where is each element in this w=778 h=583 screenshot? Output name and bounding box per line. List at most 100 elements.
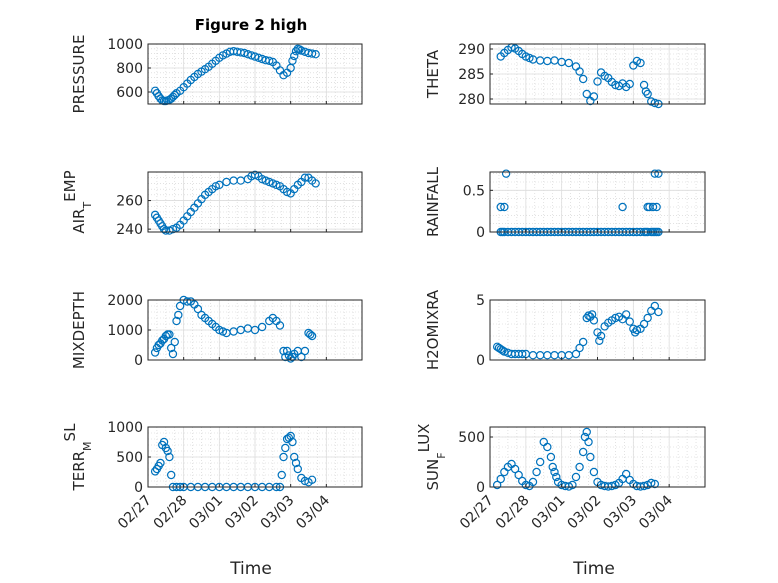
- x-tick-label: 03/04: [636, 492, 676, 532]
- data-point: [578, 447, 588, 457]
- x-tick-label: 03/01: [186, 493, 226, 533]
- data-point: [282, 346, 292, 356]
- data-point: [528, 477, 538, 487]
- series-markers: [150, 431, 317, 492]
- data-point: [165, 452, 174, 462]
- data-point: [643, 89, 652, 99]
- data-point: [311, 179, 320, 188]
- data-point: [175, 301, 185, 311]
- data-point: [641, 87, 651, 96]
- data-point: [584, 437, 593, 447]
- subplot-1: 600 800 1000 PRESSURE: [70, 35, 363, 113]
- series-markers: [492, 301, 663, 360]
- data-point: [596, 331, 606, 341]
- data-point: [277, 470, 286, 480]
- data-point: [247, 51, 256, 60]
- data-point: [501, 169, 511, 178]
- y-tick-label: 600: [116, 85, 143, 101]
- y-axis-label: MIXDEPTH: [70, 291, 88, 369]
- data-point: [257, 322, 267, 332]
- y-tick-label: 0.5: [463, 183, 485, 199]
- data-point: [496, 202, 505, 212]
- subplot-grid: 600 800 1000 PRESSURE 280 285 290 THETA 240 260 AI…: [61, 35, 706, 533]
- data-point: [297, 46, 306, 55]
- data-point: [254, 53, 263, 63]
- subplot-4: 0 0.5 RAINFALL: [424, 166, 706, 241]
- data-point: [163, 446, 172, 456]
- x-tick-label: 02/27: [457, 493, 497, 533]
- data-point: [279, 452, 288, 462]
- x-axis-label-right: Time: [572, 559, 615, 579]
- data-point: [150, 348, 160, 357]
- data-point: [607, 481, 617, 491]
- data-point: [311, 50, 320, 59]
- y-axis-label: SUNFLUX: [415, 424, 448, 491]
- data-point: [496, 474, 505, 484]
- data-point: [589, 467, 599, 477]
- y-tick-label: 285: [458, 67, 485, 83]
- data-point: [568, 480, 577, 490]
- x-tick-label: 02/28: [151, 493, 191, 533]
- data-point: [170, 90, 179, 100]
- data-point: [595, 336, 604, 345]
- data-point: [300, 173, 310, 182]
- data-point: [500, 202, 509, 212]
- y-tick-label: 500: [116, 450, 143, 466]
- data-point: [589, 316, 599, 325]
- y-axis-label: AIRTEMP: [61, 170, 94, 233]
- subplot-5: 0 1000 2000 MIXDEPTH: [70, 291, 363, 369]
- y-tick-label: 1000: [107, 37, 143, 53]
- y-tick-label: 0: [134, 480, 143, 496]
- data-point: [648, 202, 658, 212]
- y-axis-label: TERRMSL: [61, 423, 94, 492]
- y-tick-label: 240: [116, 222, 143, 238]
- data-point: [498, 346, 507, 355]
- data-point: [571, 349, 581, 359]
- x-tick-label: 03/01: [529, 493, 569, 533]
- data-point: [156, 458, 165, 468]
- data-point: [625, 317, 634, 326]
- y-tick-label: 500: [458, 430, 485, 446]
- data-point: [170, 337, 179, 347]
- subplot-7: 0 500 1000 TERRMSL 02/2702/2803/0103/0203/03…: [61, 420, 363, 533]
- data-point: [159, 437, 169, 447]
- data-point: [575, 67, 584, 76]
- data-point: [240, 48, 249, 58]
- y-tick-label: 0: [476, 225, 485, 241]
- data-point: [652, 202, 661, 212]
- data-point: [492, 480, 502, 490]
- data-point: [582, 427, 591, 437]
- data-point: [654, 169, 663, 178]
- data-point: [297, 352, 306, 362]
- data-point: [535, 457, 545, 467]
- data-point: [552, 472, 561, 482]
- subplot-3: 240 260 AIRTEMP: [61, 170, 363, 238]
- data-point: [288, 56, 297, 66]
- data-point: [543, 442, 552, 452]
- series-markers: [150, 44, 320, 106]
- data-point: [250, 52, 260, 61]
- y-axis-label: THETA: [424, 49, 442, 99]
- series-markers: [496, 43, 663, 109]
- data-point: [286, 431, 295, 441]
- data-point: [521, 480, 531, 490]
- data-point: [639, 481, 649, 491]
- y-axis-label: H2OMIXRA: [424, 289, 442, 370]
- x-axis-label-left: Time: [229, 559, 272, 579]
- data-point: [548, 462, 557, 472]
- data-point: [550, 467, 559, 477]
- data-point: [532, 467, 541, 477]
- data-point: [618, 202, 627, 212]
- data-point: [168, 349, 178, 359]
- data-point: [578, 74, 588, 84]
- y-tick-label: 280: [458, 92, 485, 108]
- x-tick-label: 03/03: [258, 493, 298, 533]
- y-tick-label: 1000: [107, 323, 143, 339]
- data-point: [172, 316, 181, 326]
- data-point: [166, 470, 176, 480]
- y-tick-label: 1000: [107, 420, 143, 436]
- data-point: [584, 311, 593, 320]
- data-point: [295, 45, 304, 54]
- data-point: [293, 464, 302, 474]
